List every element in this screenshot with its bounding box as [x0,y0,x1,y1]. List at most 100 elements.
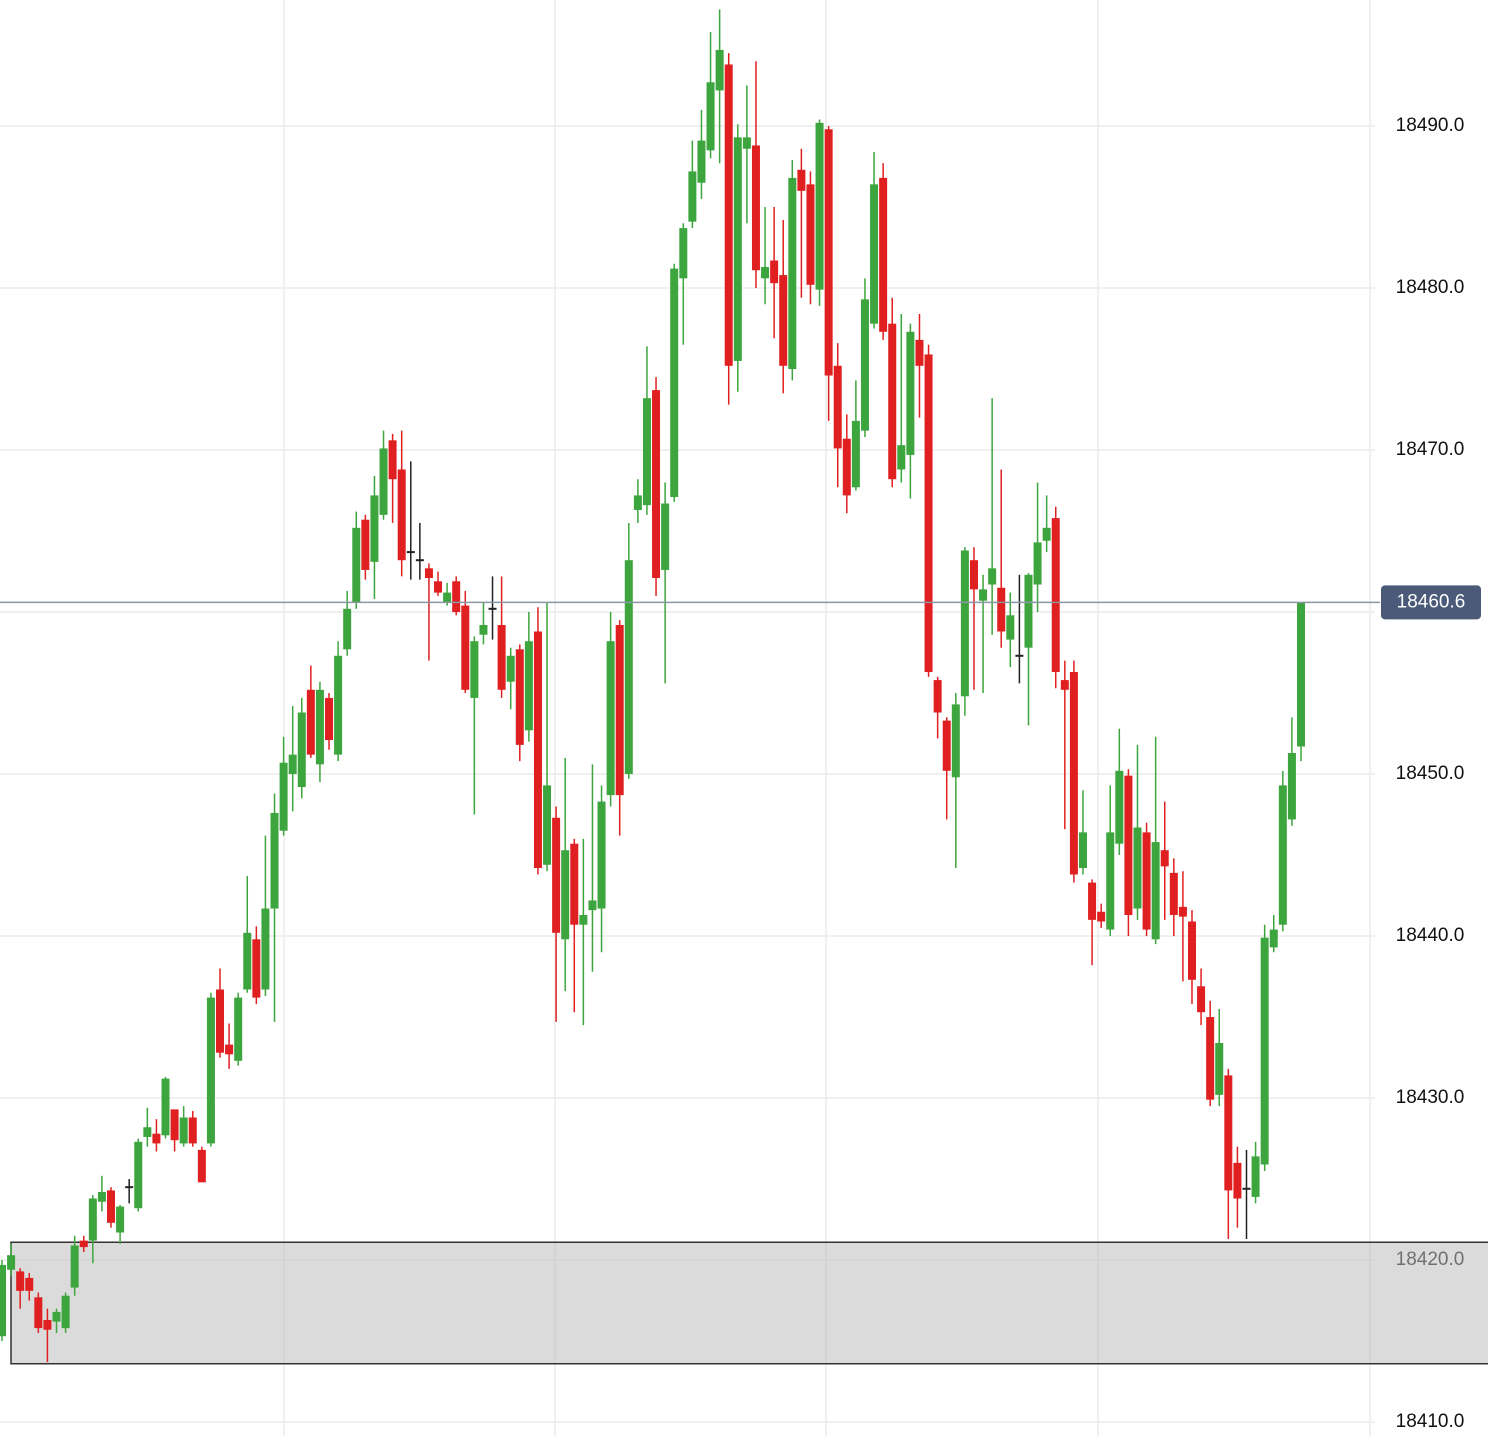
candle-body [1042,527,1051,541]
candle-body [842,438,851,496]
candle-body [1142,832,1151,930]
candle [633,479,642,523]
candle-body [1133,827,1142,909]
candle [552,806,561,1022]
candle [661,482,670,684]
candle [1251,1141,1260,1204]
candle [997,469,1006,648]
candle-body [497,625,506,690]
candle-body [488,607,497,610]
candle-body [0,1264,6,1337]
candle-body [97,1192,106,1202]
candle [933,676,942,739]
candle [1133,744,1142,920]
candle-body [1260,937,1269,1165]
candle-body [370,495,379,562]
candle [388,433,397,523]
candle [1069,660,1078,883]
candle-body [1069,671,1078,875]
candle-body [25,1277,34,1291]
candle [434,571,443,596]
candle [225,1023,234,1069]
candle [1215,1008,1224,1107]
candle [179,1106,188,1147]
candle [343,590,352,656]
candle [870,151,879,329]
candle [1006,592,1015,668]
candle-body [434,581,443,593]
candle-body [143,1127,152,1137]
candle [1124,769,1133,937]
candle-body [851,420,860,488]
candle [107,1187,116,1228]
candle-body [1278,785,1287,925]
candle-body [315,689,324,765]
candle-body [1078,832,1087,869]
candle [334,641,343,762]
candle-body [252,939,261,998]
candle [424,563,433,661]
candle [216,968,225,1058]
candle-body [361,519,370,570]
candle [715,9,724,164]
candle-body [1269,929,1278,948]
candle-body [34,1297,43,1329]
candle-body [1160,850,1169,867]
candle-body [443,592,452,603]
candle-body [7,1255,16,1270]
candle [1224,1068,1233,1240]
candle-body [134,1141,143,1209]
candle-body [1233,1162,1242,1199]
candle-body [452,581,461,613]
candle-body [116,1206,125,1233]
shaded-range [10,1241,1488,1365]
candle-body [206,997,215,1144]
candle [188,1111,197,1147]
candle-body [161,1078,170,1136]
candle-body [879,177,888,332]
candle [279,736,288,836]
candle [570,838,579,1013]
candle [579,838,588,1026]
candle [134,1138,143,1212]
candle-body [52,1311,61,1322]
candle-body [715,49,724,91]
candle [161,1077,170,1139]
candle [642,346,651,515]
candle-body [1178,906,1187,917]
candle [52,1308,61,1333]
candle-body [479,625,488,635]
y-tick-label: 18440.0 [1396,925,1465,946]
candle-body [288,754,297,775]
candle-body [415,559,424,562]
candle-body [815,122,824,290]
candle [742,85,751,224]
candle [16,1268,25,1309]
candle [724,53,733,405]
candle-body [61,1295,70,1329]
candle-body [924,354,933,672]
candle-body [261,908,270,990]
candle [1242,1149,1251,1240]
candle-body [679,228,688,279]
candle-body [470,641,479,698]
candle [497,576,506,698]
y-tick-label: 18450.0 [1396,763,1465,784]
candle [842,414,851,514]
candle-body [297,712,306,788]
candle [670,263,679,502]
candle [1269,914,1278,953]
candle [797,148,806,298]
candle [206,992,215,1147]
candle [297,697,306,799]
candle [788,160,797,381]
candle-body [661,503,670,570]
candle [270,793,279,1022]
candle-body [997,587,1006,632]
candle [988,398,997,635]
candle [288,706,297,812]
candle [1260,924,1269,1171]
candle [170,1109,179,1152]
candle [806,171,815,305]
candle-body [43,1320,52,1330]
